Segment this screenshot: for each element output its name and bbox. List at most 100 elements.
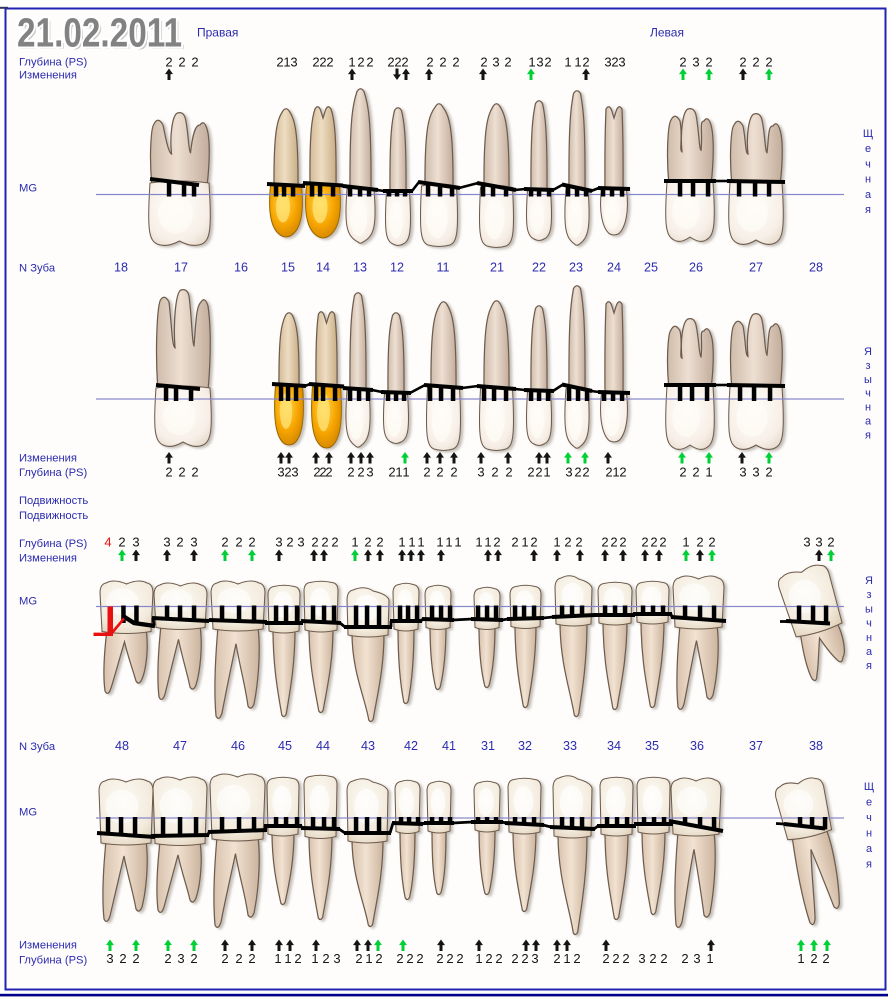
svg-text:21.02.2011: 21.02.2011 (20, 12, 185, 58)
svg-text:24: 24 (607, 261, 621, 275)
svg-text:28: 28 (809, 261, 823, 275)
svg-text:35: 35 (645, 739, 659, 753)
svg-text:Глубина (PS): Глубина (PS) (19, 538, 87, 550)
svg-text:2: 2 (118, 535, 125, 550)
svg-text:2: 2 (322, 951, 329, 966)
svg-text:1: 1 (543, 465, 550, 480)
svg-text:MG: MG (19, 596, 37, 608)
svg-text:26: 26 (689, 261, 703, 275)
svg-text:3: 3 (815, 535, 822, 550)
svg-text:2: 2 (822, 951, 829, 966)
svg-text:1: 1 (563, 951, 570, 966)
svg-text:1: 1 (564, 55, 571, 70)
svg-text:2: 2 (480, 55, 487, 70)
svg-text:а: а (865, 416, 872, 428)
svg-text:я: я (866, 660, 872, 672)
svg-text:а: а (866, 646, 873, 658)
svg-text:1: 1 (351, 535, 358, 550)
svg-text:Я: Я (864, 346, 872, 358)
svg-text:Я: Я (865, 575, 873, 587)
svg-text:2: 2 (573, 951, 580, 966)
svg-text:2: 2 (284, 465, 291, 480)
svg-text:2: 2 (495, 951, 502, 966)
svg-text:2: 2 (765, 55, 772, 70)
svg-text:2: 2 (276, 55, 283, 70)
svg-text:2: 2 (649, 951, 656, 966)
svg-text:Правая: Правая (197, 26, 238, 40)
svg-text:2: 2 (319, 465, 326, 480)
svg-text:1: 1 (475, 535, 482, 550)
svg-text:Изменения: Изменения (19, 940, 77, 952)
svg-text:1: 1 (445, 535, 452, 550)
svg-text:1: 1 (284, 951, 291, 966)
svg-text:2: 2 (191, 55, 198, 70)
svg-text:Глубина (PS): Глубина (PS) (19, 467, 87, 479)
svg-text:2: 2 (221, 535, 228, 550)
svg-text:12: 12 (390, 261, 404, 275)
svg-text:18: 18 (114, 261, 128, 275)
svg-text:2: 2 (681, 951, 688, 966)
svg-text:38: 38 (809, 739, 823, 753)
svg-text:ч: ч (865, 388, 871, 400)
svg-text:2: 2 (601, 535, 608, 550)
svg-text:з: з (865, 360, 870, 372)
svg-text:1: 1 (574, 55, 581, 70)
svg-text:2: 2 (416, 951, 423, 966)
svg-text:2: 2 (376, 535, 383, 550)
svg-text:2: 2 (357, 465, 364, 480)
svg-text:1: 1 (682, 535, 689, 550)
svg-text:я: я (866, 859, 872, 871)
svg-text:36: 36 (690, 739, 704, 753)
svg-text:2: 2 (708, 535, 715, 550)
svg-text:34: 34 (607, 739, 621, 753)
svg-text:N Зуба: N Зуба (19, 263, 56, 275)
svg-text:1: 1 (311, 951, 318, 966)
svg-text:21.02.2011: 21.02.2011 (17, 9, 182, 55)
svg-text:2: 2 (564, 535, 571, 550)
svg-text:1: 1 (797, 951, 804, 966)
svg-text:Изменения: Изменения (19, 553, 77, 565)
svg-text:Подвижность: Подвижность (19, 510, 88, 522)
svg-text:2: 2 (696, 535, 703, 550)
svg-text:2: 2 (355, 951, 362, 966)
svg-text:н: н (865, 174, 871, 186)
svg-text:2: 2 (326, 55, 333, 70)
svg-text:1: 1 (521, 535, 528, 550)
svg-text:Глубина (PS): Глубина (PS) (19, 955, 87, 967)
svg-text:1: 1 (283, 55, 290, 70)
svg-text:3: 3 (177, 951, 184, 966)
svg-text:2: 2 (178, 465, 185, 480)
svg-text:2: 2 (387, 55, 394, 70)
svg-text:33: 33 (563, 739, 577, 753)
svg-text:2: 2 (765, 465, 772, 480)
svg-text:2: 2 (611, 55, 618, 70)
svg-text:2: 2 (605, 465, 612, 480)
svg-text:2: 2 (527, 465, 534, 480)
svg-text:2: 2 (331, 535, 338, 550)
svg-text:MG: MG (19, 183, 37, 195)
svg-text:е: е (865, 143, 871, 155)
svg-text:Подвижность: Подвижность (19, 495, 88, 507)
svg-text:2: 2 (752, 55, 759, 70)
svg-text:2: 2 (165, 55, 172, 70)
svg-text:21: 21 (490, 261, 504, 275)
svg-text:3: 3 (693, 951, 700, 966)
svg-text:2: 2 (575, 535, 582, 550)
svg-text:2: 2 (321, 535, 328, 550)
svg-text:2: 2 (426, 55, 433, 70)
svg-text:2: 2 (450, 465, 457, 480)
svg-text:16: 16 (234, 261, 248, 275)
svg-text:3: 3 (536, 55, 543, 70)
svg-text:я: я (865, 204, 871, 216)
svg-text:2: 2 (452, 55, 459, 70)
svg-text:2: 2 (178, 55, 185, 70)
svg-text:2: 2 (612, 951, 619, 966)
svg-text:1: 1 (706, 951, 713, 966)
svg-text:3: 3 (638, 951, 645, 966)
svg-text:1: 1 (705, 465, 712, 480)
svg-text:2: 2 (511, 951, 518, 966)
svg-text:46: 46 (231, 739, 245, 753)
svg-text:13: 13 (353, 261, 367, 275)
svg-text:41: 41 (442, 739, 456, 753)
svg-text:1: 1 (528, 55, 535, 70)
